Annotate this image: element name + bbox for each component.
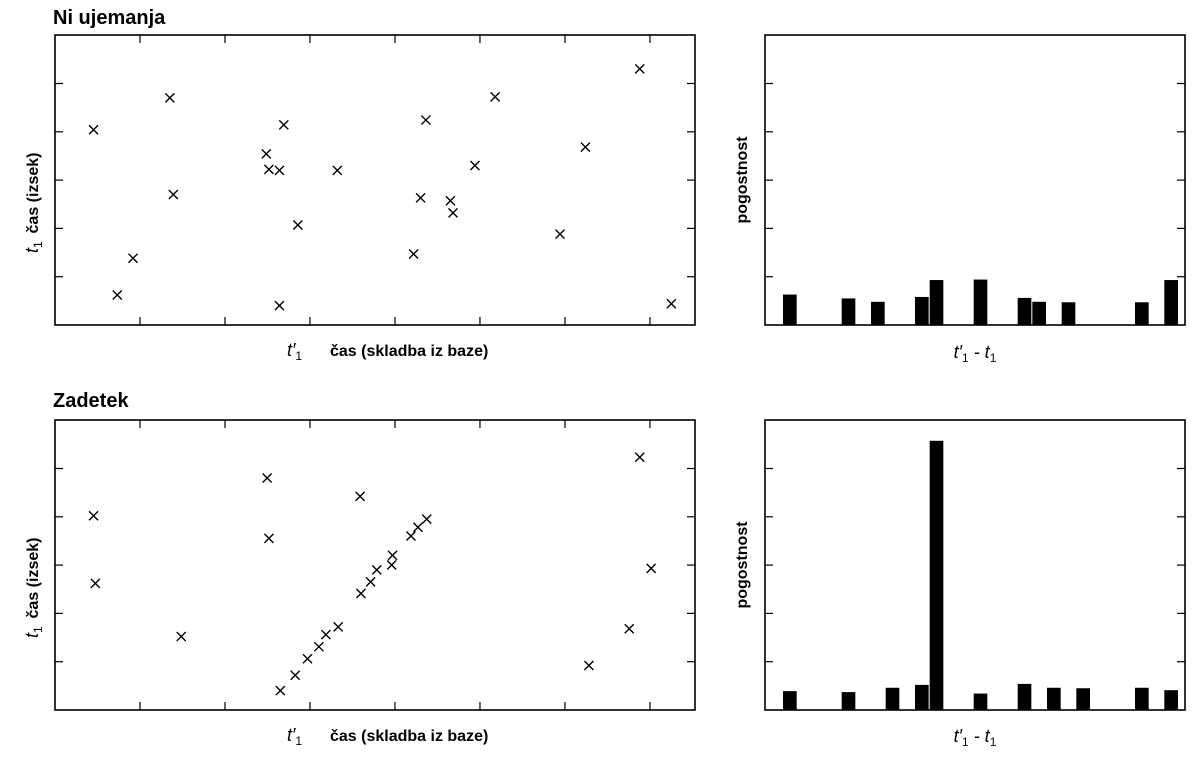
histogram-2-bar <box>1047 687 1061 710</box>
histogram-1-bar <box>1164 280 1178 325</box>
histogram-2-bar <box>1017 683 1032 710</box>
scatter-2-frame <box>54 419 696 711</box>
scatter-1-title: Ni ujemanja <box>53 7 166 29</box>
histogram-1-bar <box>1135 302 1149 325</box>
scatter-1-point <box>128 253 139 264</box>
scatter-1-point <box>580 142 591 153</box>
histogram-2-bar <box>973 693 988 710</box>
scatter-2-y-marker: t1 <box>22 626 45 638</box>
scatter-2-point <box>263 533 274 544</box>
scatter-2-point <box>176 631 187 642</box>
scatter-2-point <box>365 576 376 587</box>
histogram-2-bar <box>1164 690 1178 710</box>
scatter-2-point <box>313 641 324 652</box>
scatter-1-point <box>469 160 480 171</box>
scatter-1-ylabel: čas (izsek) <box>25 153 42 234</box>
scatter-1-point <box>261 148 272 159</box>
scatter-1-point <box>263 164 274 175</box>
scatter-2-point <box>386 560 397 570</box>
histogram-1-bar <box>929 280 944 325</box>
scatter-2-point <box>275 685 286 696</box>
histogram-2-bar <box>885 687 900 710</box>
scatter-2-point <box>333 621 344 632</box>
scatter-2-point <box>646 563 657 574</box>
scatter-1-point <box>634 63 645 74</box>
scatter-2-point <box>262 473 273 483</box>
scatter-1-point <box>445 195 456 206</box>
scatter-1-point <box>168 189 179 200</box>
scatter-2-x-marker: t′1 <box>287 725 302 748</box>
histogram-2-bar <box>1076 688 1090 710</box>
scatter-1-point <box>448 207 459 218</box>
scatter-2-ylabel: čas (izsek) <box>25 538 42 619</box>
scatter-2-point <box>302 653 313 664</box>
histogram-1-bar <box>1017 297 1032 325</box>
scatter-1-point <box>420 115 431 126</box>
scatter-2-point <box>290 670 301 681</box>
histogram-1-bar <box>783 294 797 325</box>
scatter-1-point <box>164 92 175 103</box>
scatter-1-point <box>274 300 285 311</box>
histogram-2-bar <box>783 691 797 710</box>
scatter-2-point <box>421 514 432 525</box>
histogram-1-bar <box>841 298 856 325</box>
histogram-1-bar <box>915 296 929 325</box>
histogram-2-bar <box>841 692 856 710</box>
scatter-2-point <box>387 550 398 561</box>
scatter-2-point <box>90 578 101 589</box>
histogram-1-bar <box>1061 302 1076 325</box>
scatter-2-point <box>371 564 382 575</box>
scatter-1-point <box>332 165 343 176</box>
scatter-1-point <box>490 91 501 102</box>
scatter-1-point <box>88 124 99 135</box>
scatter-2-point <box>355 491 366 502</box>
histogram-1-xlabel: t′1 - t1 <box>954 342 997 365</box>
scatter-2-point <box>355 588 366 599</box>
histogram-2-frame <box>764 419 1186 711</box>
histogram-2-bar <box>915 684 929 710</box>
histogram-2-xlabel: t′1 - t1 <box>954 726 997 749</box>
histogram-1-bar <box>973 279 988 325</box>
scatter-1-point <box>278 119 289 130</box>
scatter-1-frame <box>54 34 696 326</box>
scatter-2-title: Zadetek <box>53 390 129 412</box>
scatter-1-y-marker: t1 <box>22 241 45 253</box>
scatter-1-point <box>408 248 419 259</box>
histogram-2-bar <box>1135 687 1149 710</box>
histogram-1-ylabel: pogostnost <box>734 136 751 224</box>
scatter-1-xlabel: čas (skladba iz baze) <box>330 343 488 360</box>
scatter-2-point <box>583 660 594 671</box>
scatter-1-point <box>292 219 303 230</box>
scatter-2-point <box>405 531 416 541</box>
scatter-1-point <box>274 165 285 176</box>
scatter-2-point <box>320 629 331 640</box>
histogram-1-bar <box>871 301 885 325</box>
scatter-2-point <box>624 623 635 634</box>
scatter-2-xlabel: čas (skladba iz baze) <box>330 728 488 745</box>
scatter-1-point <box>112 290 123 301</box>
scatter-2-point <box>88 510 99 521</box>
scatter-2-point <box>634 452 645 463</box>
scatter-2-point <box>412 522 423 533</box>
histogram-1-bar <box>1032 301 1046 325</box>
histogram-2-bar <box>929 440 944 710</box>
scatter-1-point <box>554 229 565 240</box>
scatter-1-x-marker: t′1 <box>287 340 302 363</box>
scatter-1-point <box>666 298 677 309</box>
histogram-2-ylabel: pogostnost <box>734 521 751 609</box>
scatter-1-point <box>415 192 426 203</box>
